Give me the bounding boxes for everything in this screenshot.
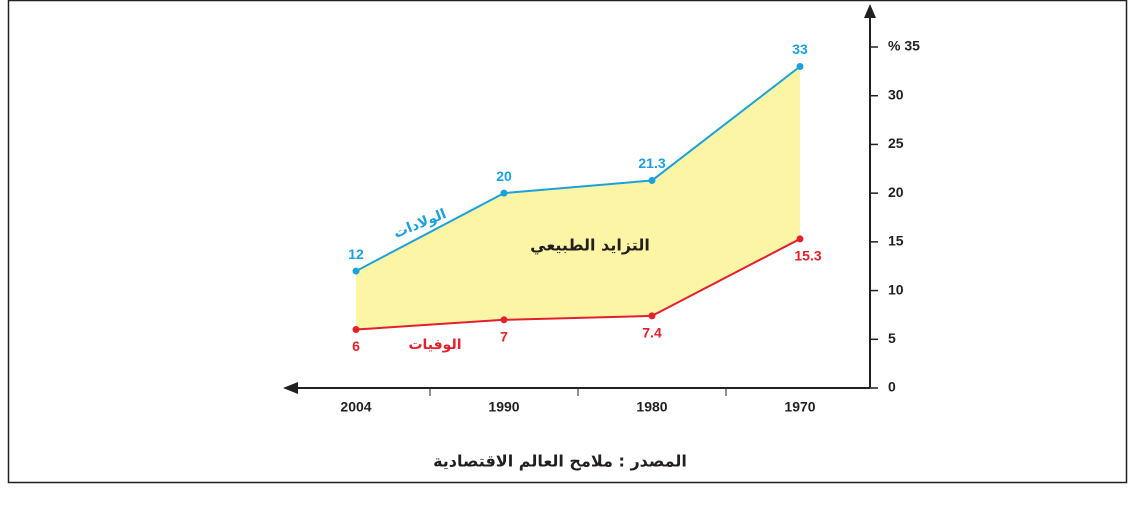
area xyxy=(356,66,800,330)
point xyxy=(796,235,804,243)
y-tick-label: 20 xyxy=(888,184,904,200)
point xyxy=(352,326,360,334)
y-tick-label: 0 xyxy=(888,379,896,395)
y-tick-label: 5 xyxy=(888,330,896,346)
x-tick-label: 1990 xyxy=(488,399,519,415)
x-axis-arrow xyxy=(283,382,298,394)
point xyxy=(500,189,508,197)
y-tick-label: 10 xyxy=(888,281,904,297)
frame xyxy=(7,0,1128,484)
source: المصدر : ملامح العالم الاقتصادية xyxy=(433,452,687,471)
y-tick-label: % 35 xyxy=(888,38,920,54)
data-label: 6 xyxy=(352,338,360,354)
point xyxy=(352,267,360,275)
data-label: 15.3 xyxy=(794,248,821,264)
data-label: 21.3 xyxy=(638,155,665,171)
y-tick-label: 25 xyxy=(888,135,904,151)
x-tick-label: 2004 xyxy=(340,399,371,415)
data-label: 7 xyxy=(500,329,508,345)
area-label: التزايد الطبيعي xyxy=(530,236,650,256)
point xyxy=(500,316,508,324)
series-label: الوفيات xyxy=(408,337,461,353)
series-line xyxy=(355,238,801,331)
data-label: 12 xyxy=(348,246,364,262)
point xyxy=(648,176,656,184)
y-tick-label: 15 xyxy=(888,233,904,249)
series-line xyxy=(355,65,801,272)
y-axis-arrow xyxy=(864,4,876,18)
data-label: 33 xyxy=(792,41,808,57)
data-label: 20 xyxy=(496,168,512,184)
x-tick-label: 1980 xyxy=(636,399,667,415)
y-tick-label: 30 xyxy=(888,86,904,102)
data-label: 7.4 xyxy=(642,325,662,341)
point xyxy=(648,312,656,320)
point xyxy=(796,62,804,70)
x-tick-label: 1970 xyxy=(784,399,815,415)
